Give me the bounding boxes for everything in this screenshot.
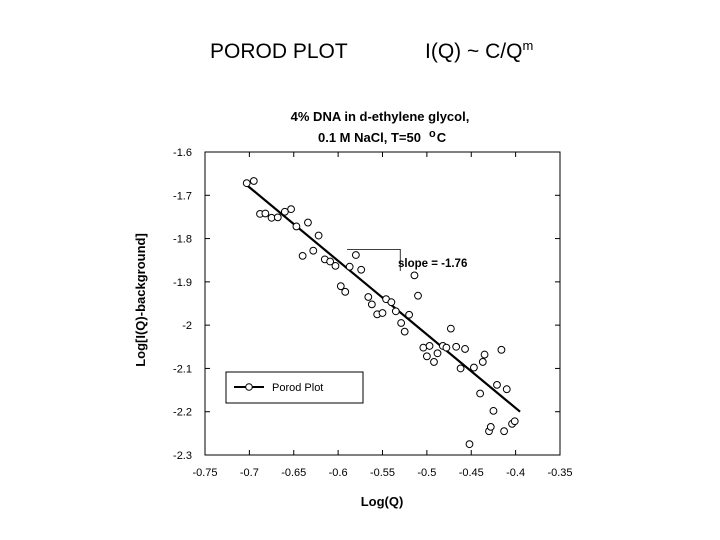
- y-tick-label: -1.8: [173, 234, 192, 246]
- chart-title-line1: 4% DNA in d-ethylene glycol,: [291, 109, 470, 124]
- data-point: [493, 380, 501, 389]
- data-point: [476, 389, 485, 398]
- y-axis-label: Log[I(Q)-background]: [133, 233, 148, 367]
- legend: Porod Plot: [225, 371, 364, 404]
- data-point: [287, 205, 295, 214]
- data-point: [357, 265, 366, 274]
- data-point: [502, 385, 511, 394]
- x-axis-label: Log(Q): [361, 494, 404, 509]
- data-point: [273, 213, 282, 222]
- data-point: [410, 271, 419, 280]
- slide-title-right-base: I(Q) ~ C/Q: [425, 40, 523, 63]
- data-point: [364, 293, 373, 301]
- legend-marker: [245, 383, 253, 391]
- y-tick-label: -1.6: [173, 147, 192, 159]
- data-point: [261, 209, 270, 218]
- data-point: [304, 218, 312, 227]
- slide-title-right-exponent: m: [522, 38, 534, 53]
- data-point: [387, 298, 396, 307]
- data-point: [397, 319, 406, 327]
- x-tick-label: -0.6: [329, 467, 348, 479]
- slope-annotation: slope = -1.76: [398, 258, 467, 270]
- y-tick-label: -2: [182, 320, 192, 332]
- slope-triangle: [347, 248, 401, 272]
- data-point: [456, 364, 465, 373]
- legend-label: Porod Plot: [272, 382, 323, 394]
- data-point: [405, 310, 414, 319]
- x-tick-label: -0.45: [459, 467, 484, 479]
- y-tick-label: -1.9: [173, 277, 192, 289]
- x-tick-label: -0.7: [240, 467, 259, 479]
- data-point: [446, 324, 455, 333]
- data-point: [414, 291, 422, 300]
- data-point: [465, 440, 474, 449]
- data-point: [292, 222, 301, 231]
- x-axis: -0.75 -0.7 -0.65 -0.6 -0.55 -0.5 -0.45 -0.4 -0.3…: [192, 152, 573, 479]
- data-point: [249, 177, 258, 185]
- data-point: [442, 343, 451, 352]
- y-tick-label: -2.3: [173, 450, 192, 462]
- data-point: [400, 327, 409, 336]
- y-tick-label: -1.7: [173, 190, 192, 202]
- x-tick-label: -0.4: [506, 467, 525, 479]
- data-point: [331, 261, 340, 270]
- data-point: [391, 307, 400, 316]
- data-point: [425, 342, 434, 350]
- data-point: [367, 300, 376, 309]
- data-points: [242, 177, 519, 449]
- data-point: [298, 251, 307, 260]
- data-point: [510, 417, 519, 426]
- x-tick-label: -0.75: [192, 467, 217, 479]
- x-tick-label: -0.5: [417, 467, 436, 479]
- data-point: [470, 363, 478, 372]
- data-point: [500, 427, 508, 436]
- data-point: [452, 342, 461, 351]
- data-point: [480, 350, 489, 359]
- data-point: [314, 231, 323, 240]
- data-point: [422, 352, 431, 361]
- x-tick-label: -0.35: [547, 467, 572, 479]
- y-tick-label: -2.1: [173, 363, 192, 375]
- chart-title-line2-text: 0.1 M NaCl, T=50: [318, 130, 421, 145]
- data-point: [309, 246, 318, 255]
- chart-title-unit: C: [437, 130, 447, 145]
- data-point: [461, 345, 469, 353]
- data-point: [489, 406, 498, 415]
- data-point: [242, 179, 251, 188]
- data-point: [430, 358, 438, 366]
- chart-title-degree: o: [429, 128, 436, 140]
- data-point: [378, 309, 387, 317]
- plot-frame: [204, 151, 561, 456]
- y-tick-label: -2.2: [173, 407, 192, 419]
- data-point: [341, 287, 350, 296]
- chart-title-line2: 0.1 M NaCl, T=50 oC: [318, 128, 447, 145]
- data-point: [497, 345, 506, 354]
- slide-title-right: I(Q) ~ C/Qm: [425, 38, 534, 64]
- data-point: [326, 257, 335, 266]
- data-point: [486, 422, 495, 431]
- data-point: [351, 251, 360, 259]
- data-point: [336, 282, 345, 291]
- data-point: [345, 262, 354, 271]
- data-point: [478, 358, 487, 366]
- x-tick-label: -0.65: [281, 467, 306, 479]
- slide-title-left: POROD PLOT: [210, 40, 348, 63]
- y-axis: -1.6 -1.7 -1.8 -1.9 -2 -2.1 -2.2 -2.3: [173, 147, 560, 462]
- x-tick-label: -0.55: [370, 467, 395, 479]
- data-point: [433, 349, 442, 358]
